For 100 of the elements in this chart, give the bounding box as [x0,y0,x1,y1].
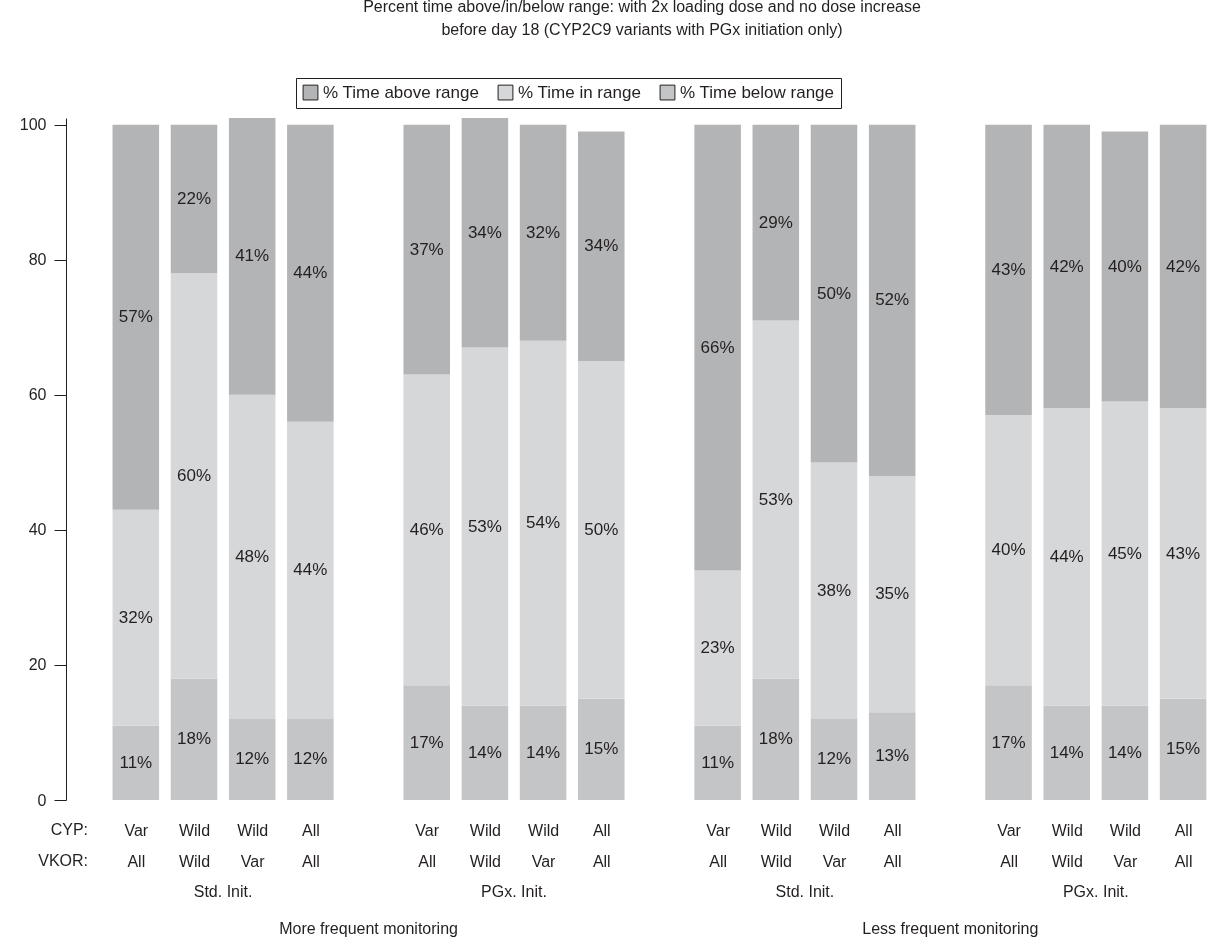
y-tick-label: 60 [28,386,47,404]
data-label: 35% [875,584,910,604]
data-label: 52% [875,290,910,310]
data-label: 29% [758,212,793,232]
bar [228,718,276,800]
data-label: 48% [235,546,270,566]
data-label: 32% [526,222,561,242]
bar [170,124,218,274]
data-label: 15% [584,739,619,759]
bar [403,124,450,375]
bar [694,124,741,571]
bar [810,718,858,800]
bar [112,124,160,510]
x-tick-label: Wild Wild [1051,821,1083,870]
y-tick-label: 80 [28,251,47,269]
data-label: 11% [701,752,735,772]
data-label: 12% [293,749,328,769]
bar [694,570,741,726]
x-tick-label: All All [1174,821,1193,870]
bar [228,394,276,719]
data-label: 14% [1107,742,1142,762]
text: CYP: [50,821,88,838]
x-tick-label: All All [592,821,611,870]
bar [403,685,450,800]
chart-title: Percent time above/in/below range: with 2x loading dose and no dose increase before day 18 (CYP2C9 variants with PGx initiation only) [363,0,921,38]
data-label: 37% [409,239,444,259]
bar [519,124,567,341]
x-tick-label: All All [883,821,902,870]
x-tick-label: Var All [706,821,731,870]
x-tick-label: Wild Wild [178,821,211,870]
bar [228,118,276,395]
data-label: 15% [1166,739,1201,759]
bar [112,509,160,726]
data-label: 43% [991,259,1026,279]
data-label: 57% [118,307,153,327]
x-tick-label: Wild Var [818,821,851,870]
y-tick-label: 0 [37,791,47,809]
x-tick-label: Var All [415,821,440,870]
x-tick-label: Wild Wild [760,821,792,870]
data-label: 45% [1107,543,1142,563]
data-label: 17% [409,732,444,752]
bar [461,118,509,348]
data-label: 44% [293,263,328,283]
x-tick-label: Var All [124,821,149,870]
bar [578,361,625,699]
data-label: 38% [816,580,852,600]
data-label: 12% [235,749,270,769]
bar [752,678,800,800]
bar [1043,408,1090,706]
bar [578,131,625,362]
x-tick-label: Wild Var [528,821,560,870]
data-label: 50% [584,519,619,539]
bar [694,725,741,800]
text: Less frequent monitoring [862,920,1039,937]
bar [1101,401,1149,706]
data-label: 40% [1107,256,1142,276]
data-label: 44% [293,560,328,580]
text: VKOR: [38,852,88,869]
bar [985,685,1032,800]
text: PGx. Init. [1062,883,1129,900]
bar [985,415,1032,686]
text: Std. Init. [775,883,835,900]
bar [461,347,509,706]
bar [752,320,800,679]
data-label: 53% [758,489,793,509]
bar [461,705,509,800]
data-label: 46% [409,519,444,539]
data-label: 11% [119,752,153,772]
bar [810,124,858,463]
bar [868,124,916,476]
data-label: 34% [467,222,502,242]
data-label: 41% [235,246,270,266]
data-label: 60% [176,465,212,485]
data-label: 34% [584,236,619,256]
bar [287,124,334,422]
data-label: 50% [816,283,852,303]
bar [1101,705,1149,800]
y-tick-label: 40 [28,521,47,539]
bar [403,374,450,686]
legend-label: % Time in range [518,82,641,102]
data-label: 32% [118,607,153,627]
bar [1043,705,1090,800]
data-label: 17% [991,732,1026,752]
legend-label: % Time above range [323,82,479,102]
bar [868,712,916,800]
data-label: 18% [176,729,212,749]
bar [810,462,858,719]
data-label: 42% [1166,256,1201,276]
bar [1159,698,1207,800]
x-tick-label: Var All [997,821,1022,870]
data-label: 13% [875,746,910,766]
data-label: 12% [816,749,852,769]
bar [170,678,218,800]
bar [170,273,218,679]
text: Std. Init. [193,883,253,900]
text: More frequent monitoring [279,920,458,937]
data-label: 14% [1049,742,1084,762]
data-label: 54% [526,513,561,533]
data-label: 42% [1049,256,1084,276]
bar [1043,124,1090,409]
